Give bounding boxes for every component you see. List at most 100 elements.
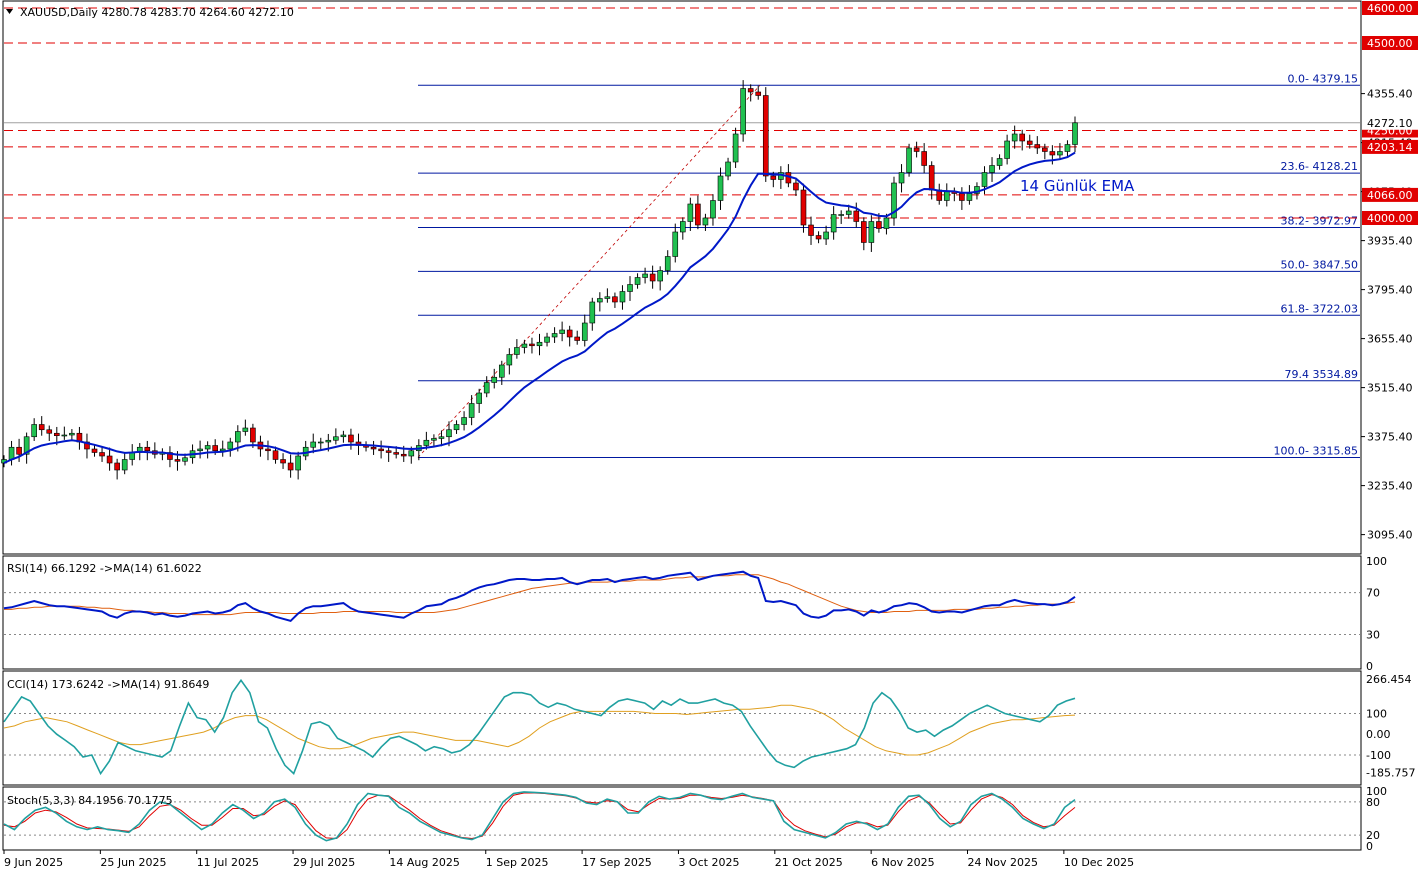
fib-label-5: 79.4 3534.89 bbox=[1285, 368, 1358, 381]
candle-body bbox=[574, 336, 581, 341]
candle-body bbox=[800, 189, 807, 226]
candle-body bbox=[53, 432, 60, 436]
candle-body bbox=[762, 95, 769, 177]
candle-body bbox=[853, 210, 860, 222]
rsi-tick-label: 70 bbox=[1366, 587, 1380, 600]
price-tick-label: 3795.40 bbox=[1367, 284, 1413, 297]
candle-body bbox=[687, 203, 694, 222]
rsi-main-line bbox=[3, 570, 1076, 623]
date-tick-label: 21 Oct 2025 bbox=[775, 856, 843, 869]
candle-body bbox=[38, 424, 45, 431]
main-plot: 0.0- 4379.15 23.6- 4128.21 38.2- 3972.97 50… bbox=[1, 7, 1360, 480]
candle-body bbox=[740, 88, 746, 135]
cci-tick-label: 0.00 bbox=[1366, 728, 1391, 741]
candle-body bbox=[664, 256, 671, 271]
candle-body bbox=[823, 231, 829, 240]
fib-label-3: 50.0- 3847.50 bbox=[1281, 258, 1358, 271]
candle-body bbox=[649, 273, 656, 282]
candle-body bbox=[91, 448, 98, 453]
stoch-main-line bbox=[3, 791, 1076, 842]
candle-body bbox=[627, 284, 633, 292]
candle-body bbox=[845, 210, 852, 215]
fib-label-0: 0.0- 4379.15 bbox=[1288, 72, 1358, 85]
date-tick-label: 6 Nov 2025 bbox=[871, 856, 934, 869]
fib-label-6: 100.0- 3315.85 bbox=[1274, 444, 1358, 457]
level-price-label-4: 4066.00 bbox=[1367, 189, 1413, 202]
price-tick-label: 3515.40 bbox=[1367, 382, 1413, 395]
candle-body bbox=[830, 214, 837, 233]
candle-body bbox=[325, 439, 332, 443]
candle-body bbox=[46, 429, 53, 434]
candle-body bbox=[468, 403, 475, 418]
candle-body bbox=[212, 445, 218, 452]
candle-body bbox=[1042, 147, 1048, 152]
date-tick-label: 25 Jun 2025 bbox=[100, 856, 166, 869]
rsi-plot bbox=[3, 570, 1360, 635]
candle-body bbox=[793, 182, 799, 191]
candle-body bbox=[317, 441, 324, 444]
candle-body bbox=[514, 347, 520, 355]
candle-body bbox=[861, 221, 867, 243]
candle-body bbox=[408, 450, 415, 457]
candle-body bbox=[287, 462, 294, 471]
candle-body bbox=[943, 191, 950, 201]
candle-body bbox=[385, 450, 392, 453]
price-tick-label: 4355.40 bbox=[1367, 88, 1413, 101]
candle-body bbox=[657, 270, 663, 282]
candle-body bbox=[838, 214, 844, 216]
candle-body bbox=[702, 217, 709, 226]
candle-body bbox=[808, 224, 814, 236]
cci-main-line bbox=[3, 678, 1076, 776]
candle-body bbox=[695, 203, 701, 226]
candle-body bbox=[898, 172, 905, 184]
candle-body bbox=[250, 427, 256, 443]
cci-header: CCI(14) 173.6242 ->MA(14) 91.8649 bbox=[7, 678, 209, 691]
symbol-header: XAUUSD,Daily 4280.78 4283.70 4264.60 427… bbox=[20, 6, 294, 19]
rsi-signal-line bbox=[4, 574, 1076, 616]
fib-label-4: 61.8- 3722.03 bbox=[1281, 302, 1358, 315]
candle-body bbox=[491, 376, 498, 383]
candle-body bbox=[106, 455, 113, 464]
candle-body bbox=[333, 436, 339, 441]
candle-body bbox=[1019, 133, 1026, 142]
candle-body bbox=[61, 434, 68, 437]
candle-body bbox=[521, 343, 528, 348]
level-price-label-5: 4000.00 bbox=[1367, 212, 1413, 225]
candle-body bbox=[242, 427, 249, 432]
candle-body bbox=[235, 431, 241, 443]
candle-body bbox=[1004, 140, 1010, 159]
candle-body bbox=[1049, 151, 1056, 156]
candle-body bbox=[476, 392, 482, 404]
candle-body bbox=[883, 217, 890, 229]
candle-body bbox=[265, 448, 271, 452]
candle-body bbox=[431, 438, 437, 441]
candle-body bbox=[770, 175, 777, 180]
candle-body bbox=[423, 439, 430, 446]
stoch-header: Stoch(5,3,3) 84.1956 70.1775 bbox=[7, 794, 173, 807]
candle-body bbox=[348, 434, 354, 443]
axes: 4355.404215.404075.403935.403795.403655.… bbox=[3, 1, 1418, 869]
collapse-triangle-icon[interactable] bbox=[6, 9, 13, 14]
candle-body bbox=[710, 200, 716, 219]
candle-body bbox=[928, 165, 935, 191]
fib-trendline bbox=[417, 85, 761, 458]
candle-body bbox=[84, 441, 90, 450]
candle-body bbox=[589, 301, 596, 324]
level-price-tag-4 bbox=[1362, 187, 1418, 202]
candle-body bbox=[69, 432, 75, 436]
date-tick-label: 11 Jul 2025 bbox=[197, 856, 259, 869]
candle-body bbox=[1011, 133, 1018, 142]
rsi-tick-label: 100 bbox=[1366, 555, 1387, 568]
candle-body bbox=[393, 452, 399, 455]
cci-tick-label: -185.757 bbox=[1366, 767, 1415, 780]
candle-body bbox=[174, 459, 181, 462]
fib-label-2: 38.2- 3972.97 bbox=[1281, 214, 1358, 227]
candle-body bbox=[642, 273, 648, 278]
candle-body bbox=[996, 158, 1003, 166]
candle-body bbox=[566, 329, 573, 338]
candle-body bbox=[16, 446, 22, 455]
candle-body bbox=[227, 441, 234, 450]
candle-body bbox=[612, 296, 618, 303]
candle-body bbox=[99, 452, 105, 457]
candle-body bbox=[921, 151, 927, 166]
